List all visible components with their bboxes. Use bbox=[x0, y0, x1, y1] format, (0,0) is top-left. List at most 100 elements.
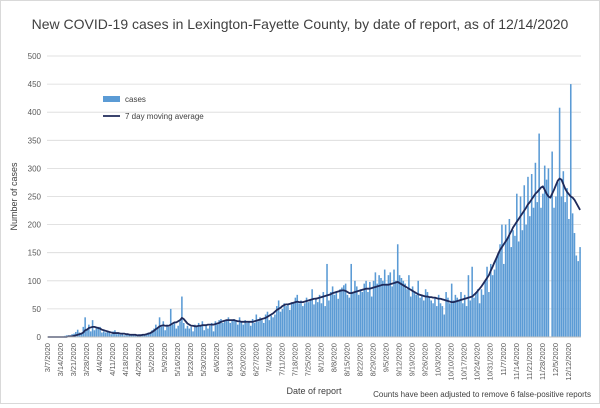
bar-cases bbox=[463, 294, 466, 337]
bar-cases bbox=[102, 331, 105, 337]
x-tick-label: 3/14/2020 bbox=[56, 343, 65, 376]
bar-cases bbox=[201, 321, 204, 337]
bar-cases bbox=[322, 292, 325, 337]
bar-cases bbox=[287, 304, 289, 337]
bar-cases bbox=[205, 324, 207, 337]
bar-cases bbox=[261, 320, 263, 337]
x-tick-label: 11/28/2020 bbox=[538, 343, 547, 380]
bar-cases bbox=[553, 207, 555, 337]
bar-cases bbox=[242, 324, 245, 337]
bar-cases bbox=[316, 302, 319, 337]
bar-cases bbox=[110, 334, 112, 337]
bar-cases bbox=[249, 325, 252, 337]
bar-cases bbox=[476, 289, 479, 337]
x-tick-label: 4/18/2020 bbox=[121, 343, 130, 376]
bar-cases bbox=[460, 292, 462, 337]
bar-cases bbox=[233, 319, 235, 337]
bar-cases bbox=[417, 280, 419, 337]
x-axis-ticks: 3/7/2020 3/14/2020 3/21/2020 3/28/2020 4/4/2… bbox=[43, 343, 573, 381]
bar-cases bbox=[240, 321, 243, 337]
bar-cases bbox=[182, 322, 185, 337]
x-tick-label: 12/5/2020 bbox=[551, 343, 560, 376]
bar-cases bbox=[184, 328, 187, 337]
legend-swatch-cases bbox=[103, 96, 120, 102]
y-tick-label: 250 bbox=[28, 193, 42, 202]
bar-cases bbox=[283, 303, 286, 337]
bar-cases bbox=[274, 314, 276, 337]
bar-cases bbox=[449, 303, 451, 337]
bar-cases bbox=[223, 321, 226, 337]
bar-cases bbox=[329, 292, 332, 337]
bar-cases bbox=[562, 171, 565, 337]
bar-cases bbox=[199, 325, 202, 337]
bar-cases bbox=[277, 300, 280, 337]
bar-cases bbox=[421, 294, 423, 337]
bar-cases bbox=[142, 335, 144, 337]
y-tick-label: 0 bbox=[37, 333, 42, 342]
bar-cases bbox=[300, 300, 302, 337]
bar-cases bbox=[227, 317, 230, 337]
bar-cases bbox=[506, 238, 509, 337]
bar-cases bbox=[119, 334, 122, 337]
bar-cases bbox=[462, 303, 464, 337]
x-tick-label: 8/22/2020 bbox=[356, 343, 365, 376]
bar-cases bbox=[229, 322, 232, 337]
bar-cases bbox=[302, 306, 304, 337]
bar-cases bbox=[296, 294, 299, 337]
bar-cases bbox=[303, 303, 306, 337]
bar-cases bbox=[143, 334, 146, 337]
x-tick-label: 11/21/2020 bbox=[525, 343, 534, 380]
bar-cases bbox=[426, 292, 429, 337]
x-tick-label: 11/7/2020 bbox=[499, 343, 508, 376]
bar-cases bbox=[210, 322, 213, 337]
bar-series-cases bbox=[62, 84, 581, 337]
bar-cases bbox=[222, 322, 224, 337]
bar-cases bbox=[268, 320, 271, 337]
bar-cases bbox=[156, 326, 159, 337]
bar-cases bbox=[428, 297, 431, 337]
bar-cases bbox=[380, 277, 382, 337]
bar-cases bbox=[525, 224, 527, 337]
bar-cases bbox=[519, 196, 522, 337]
bar-cases bbox=[231, 320, 233, 337]
bar-cases bbox=[331, 286, 334, 337]
legend-label-cases: cases bbox=[125, 95, 146, 104]
bar-cases bbox=[556, 182, 559, 337]
bar-cases bbox=[318, 294, 321, 337]
bar-cases bbox=[337, 298, 339, 337]
bar-cases bbox=[523, 185, 526, 337]
bar-cases bbox=[257, 321, 259, 337]
bar-cases bbox=[516, 193, 518, 337]
bar-cases bbox=[169, 308, 172, 337]
bar-cases bbox=[259, 317, 261, 337]
y-tick-label: 200 bbox=[28, 221, 42, 230]
bar-cases bbox=[517, 241, 520, 337]
bar-cases bbox=[246, 322, 248, 337]
line-series-moving-average bbox=[47, 177, 581, 338]
bar-cases bbox=[173, 322, 176, 337]
bar-cases bbox=[104, 332, 107, 337]
bar-cases bbox=[348, 297, 351, 337]
bar-cases bbox=[577, 261, 579, 337]
bar-cases bbox=[486, 266, 488, 337]
bar-cases bbox=[482, 294, 485, 337]
bar-cases bbox=[378, 275, 380, 337]
bar-cases bbox=[558, 107, 561, 337]
bar-cases bbox=[253, 322, 256, 337]
x-tick-label: 9/26/2020 bbox=[421, 343, 430, 376]
bar-cases bbox=[454, 294, 457, 337]
x-tick-label: 3/21/2020 bbox=[69, 343, 78, 376]
bar-cases bbox=[491, 275, 494, 337]
bar-cases bbox=[495, 258, 498, 337]
bar-cases bbox=[311, 289, 313, 337]
x-tick-label: 8/8/2020 bbox=[329, 343, 338, 372]
bar-cases bbox=[382, 280, 384, 337]
bar-cases bbox=[424, 289, 427, 337]
x-tick-label: 9/19/2020 bbox=[408, 343, 417, 376]
bar-cases bbox=[203, 330, 206, 337]
bar-cases bbox=[153, 328, 155, 337]
x-tick-label: 6/20/2020 bbox=[238, 343, 247, 376]
bar-cases bbox=[499, 244, 501, 337]
bar-cases bbox=[569, 84, 572, 337]
bar-cases bbox=[194, 324, 196, 337]
